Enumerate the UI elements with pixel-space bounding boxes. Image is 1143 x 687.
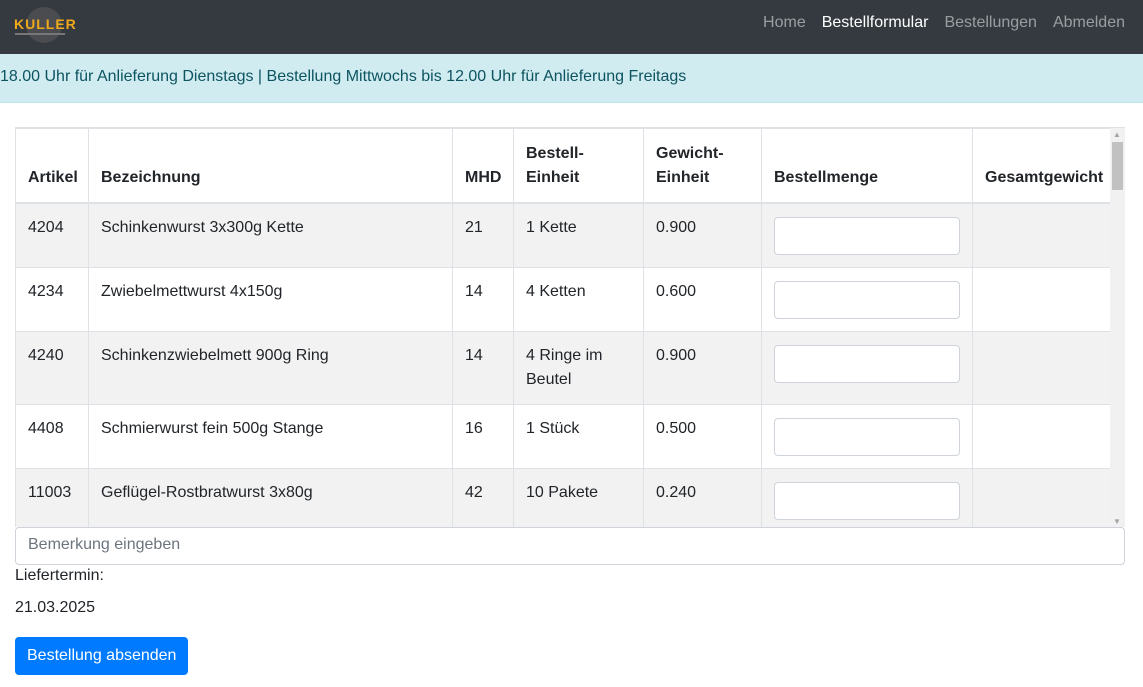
table-row: 11003 Geflügel-Rostbratwurst 3x80g 42 10 Pa… (15, 467, 1111, 527)
table-row: 4234 Zwiebelmettwurst 4x150g 14 4 Ketten 0.6… (15, 266, 1111, 332)
cell-mhd: 42 (452, 467, 514, 527)
cell-artikel: 4240 (15, 330, 89, 405)
cell-artikel: 4234 (15, 266, 89, 332)
cell-gesamtgewicht (972, 266, 1111, 332)
cell-bestellmenge (761, 467, 973, 527)
header-gewicht-einheit: Gewicht-Einheit (643, 128, 762, 204)
cell-gesamtgewicht (972, 403, 1111, 469)
cell-gewicht: 0.900 (643, 202, 762, 268)
nav-bestellungen[interactable]: Bestellungen (944, 14, 1037, 31)
nav-abmelden[interactable]: Abmelden (1052, 14, 1125, 31)
cell-bezeichnung: Schinkenwurst 3x300g Kette (88, 202, 453, 268)
cell-mhd: 14 (452, 266, 514, 332)
cell-einheit: 4 Ketten (513, 266, 644, 332)
cell-bestellmenge (761, 266, 973, 332)
cell-gesamtgewicht (972, 202, 1111, 268)
cell-bezeichnung: Zwiebelmettwurst 4x150g (88, 266, 453, 332)
scroll-down-icon[interactable]: ▼ (1113, 517, 1121, 526)
info-alert: 18.00 Uhr für Anlieferung Dienstags | Be… (0, 54, 1143, 103)
cell-gesamtgewicht (972, 330, 1111, 405)
scroll-up-icon[interactable]: ▲ (1113, 130, 1121, 139)
cell-gewicht: 0.500 (643, 403, 762, 469)
bestellmenge-input[interactable] (774, 216, 960, 255)
header-bestellmenge: Bestellmenge (761, 128, 973, 204)
table-scrollbar[interactable]: ▲ ▼ (1110, 128, 1125, 527)
navbar: KULLER Home Bestellformular Bestellungen… (0, 0, 1143, 54)
order-table: Artikel Bezeichnung MHD Bestell-Einheit … (15, 128, 1111, 527)
submit-order-button[interactable]: Bestellung absenden (15, 637, 189, 675)
bestellmenge-input[interactable] (774, 417, 960, 456)
header-mhd: MHD (452, 128, 514, 204)
cell-mhd: 21 (452, 202, 514, 268)
cell-bestellmenge (761, 202, 973, 268)
cell-gewicht: 0.600 (643, 266, 762, 332)
order-table-container: Artikel Bezeichnung MHD Bestell-Einheit … (15, 127, 1125, 527)
cell-einheit: 1 Kette (513, 202, 644, 268)
cell-bezeichnung: Schmierwurst fein 500g Stange (88, 403, 453, 469)
cell-artikel: 11003 (15, 467, 89, 527)
cell-bezeichnung: Schinkenzwiebelmett 900g Ring (88, 330, 453, 405)
nav-home[interactable]: Home (763, 14, 806, 31)
table-row: 4408 Schmierwurst fein 500g Stange 16 1 Stü… (15, 403, 1111, 469)
bestellmenge-input[interactable] (774, 344, 960, 383)
cell-einheit: 1 Stück (513, 403, 644, 469)
cell-bestellmenge (761, 330, 973, 405)
table-row: 4240 Schinkenzwiebelmett 900g Ring 14 4 Rin… (15, 330, 1111, 405)
table-row: 4204 Schinkenwurst 3x300g Kette 21 1 Kette 0… (15, 202, 1111, 268)
cell-gesamtgewicht (972, 467, 1111, 527)
cell-einheit: 4 Ringe im Beutel (513, 330, 644, 405)
cell-einheit: 10 Pakete (513, 467, 644, 527)
cell-mhd: 14 (452, 330, 514, 405)
cell-artikel: 4204 (15, 202, 89, 268)
bestellmenge-input[interactable] (774, 481, 960, 520)
header-bezeichnung: Bezeichnung (88, 128, 453, 204)
cell-bestellmenge (761, 403, 973, 469)
liefertermin-value: 21.03.2025 (15, 599, 96, 616)
header-bestell-einheit: Bestell-Einheit (513, 128, 644, 204)
bestellmenge-input[interactable] (774, 280, 960, 319)
header-artikel: Artikel (15, 128, 89, 204)
header-gesamtgewicht: Gesamtgewicht (972, 128, 1111, 204)
scrollbar-thumb[interactable] (1112, 142, 1123, 190)
cell-gewicht: 0.240 (643, 467, 762, 527)
cell-mhd: 16 (452, 403, 514, 469)
liefertermin-label: Liefertermin: (15, 567, 104, 584)
cell-bezeichnung: Geflügel-Rostbratwurst 3x80g (88, 467, 453, 527)
remark-input[interactable]: Bemerkung eingeben (15, 527, 1125, 565)
nav-bestellformular[interactable]: Bestellformular (821, 14, 929, 31)
kuller-logo[interactable]: KULLER (14, 4, 76, 46)
cell-artikel: 4408 (15, 403, 89, 469)
cell-gewicht: 0.900 (643, 330, 762, 405)
